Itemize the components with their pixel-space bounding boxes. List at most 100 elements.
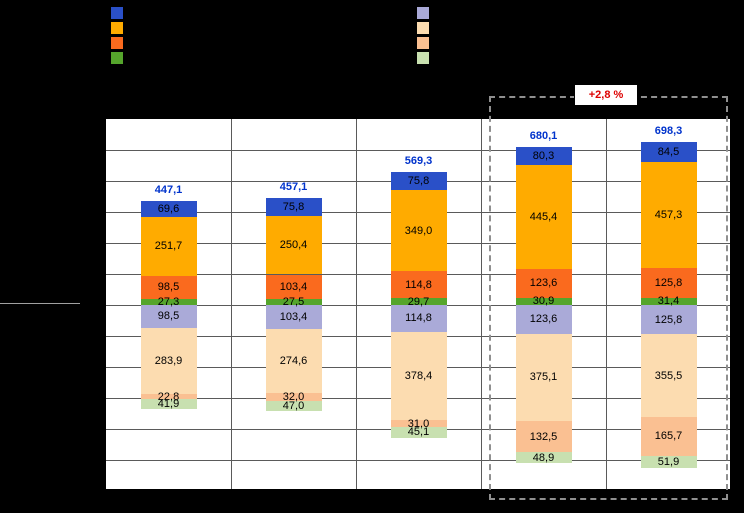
legend-swatch-blue [111,7,123,19]
bar-segment-label: 123,6 [529,313,558,326]
legend-lower-group [417,7,429,67]
gridline-horizontal [106,150,730,151]
bar-segment-label: 69,6 [157,202,180,215]
bar-segment [640,142,697,162]
legend-swatch-red-orange [111,37,123,49]
legend-swatch-light-green [417,52,429,64]
growth-annotation: +2,8 % [574,84,638,106]
bar-segment [515,421,572,453]
bar-segment [140,275,197,299]
highlight-box [489,96,728,500]
bar-segment [640,455,697,468]
bar-segment-label: 75,8 [282,201,305,214]
bar-segment-label: 165,7 [654,430,683,443]
bar-segment [390,419,447,428]
bar-segment [140,327,197,395]
bar-segment [265,393,322,401]
legend-swatch-peach [417,22,429,34]
bar-total-label: 447,1 [154,183,183,196]
growth-label: +2,8 % [588,89,624,101]
legend-swatch-green [111,52,123,64]
bar-total-label: 680,1 [529,129,558,142]
gridline-vertical [356,119,357,489]
bar-segment-label: 445,4 [529,211,558,224]
bar-segment-label: 103,4 [279,280,308,293]
bar-segment [265,400,322,412]
bar-segment-label: 45,1 [407,426,430,439]
bar-segment-label: 29,7 [407,295,430,308]
gridline-horizontal [106,460,730,461]
bar-segment-label: 125,8 [654,277,683,290]
bar-segment-label: 103,4 [279,311,308,324]
legend-swatch-amber [111,22,123,34]
bar-segment [515,146,572,166]
bar-segment-label: 32,0 [282,390,305,403]
bar-segment [140,305,197,328]
bar-segment [140,298,197,305]
bar-segment [390,305,447,332]
bar-total-label: 698,3 [654,125,683,138]
bar-segment [390,427,447,438]
bar-segment [140,200,197,218]
bar-segment-label: 378,4 [404,369,433,382]
bar-segment-label: 250,4 [279,239,308,252]
bar-segment [140,394,197,400]
bar-segment-label: 30,9 [532,295,555,308]
bar-segment-label: 457,3 [654,209,683,222]
bar-segment [640,334,697,418]
bar-segment-label: 80,3 [532,149,555,162]
bar-segment [640,161,697,269]
bar-segment [515,297,572,305]
bar-segment [140,399,197,410]
bar-segment [390,331,447,420]
bar-total-label: 569,3 [404,155,433,168]
bar-segment [265,198,322,217]
plot-area: 27,3 98,5 251,7 69,6 98,5 283,9 22,8 41,9 447,1 2… [105,118,731,490]
bar-segment-label: 31,0 [407,417,430,430]
bar-segment [265,298,322,305]
gridline-vertical [231,119,232,489]
bar-segment-label: 98,5 [157,281,180,294]
bar-segment [390,271,447,299]
bar-segment [640,417,697,456]
bar-segment [515,333,572,422]
bar-segment [140,217,197,276]
bar-segment-label: 123,6 [529,277,558,290]
bar-segment [515,165,572,269]
bar-segment [390,190,447,272]
bar-segment [515,305,572,334]
gridline-vertical [606,119,607,489]
bar-segment-label: 48,9 [532,451,555,464]
legend-upper-group [111,7,123,67]
bar-segment [265,305,322,330]
bar-segment [265,329,322,394]
bar-segment-label: 355,5 [654,369,683,382]
bar-segment-label: 27,5 [282,295,305,308]
bar-segment [390,298,447,305]
bar-segment [390,172,447,190]
bar-segment [640,305,697,335]
bar-segment-label: 274,6 [279,355,308,368]
bar-segment-label: 22,8 [157,390,180,403]
bar-total-label: 457,1 [279,181,308,194]
bar-segment [640,297,697,305]
bar-segment-label: 125,8 [654,313,683,326]
bar-segment-label: 349,0 [404,224,433,237]
bar-segment-label: 31,4 [657,295,680,308]
bar-segment-label: 114,8 [405,312,432,325]
bar-segment-label: 375,1 [529,371,558,384]
bar-segment [640,268,697,298]
bar-segment-label: 132,5 [529,430,558,443]
axis-zero-line [0,303,80,304]
bar-segment-label: 27,3 [157,295,180,308]
gridline-vertical [481,119,482,489]
bar-segment [265,274,322,299]
bar-segment-label: 47,0 [282,400,305,412]
bar-segment-label: 114,8 [405,278,432,291]
bar-segment [515,452,572,464]
bar-segment [515,269,572,298]
bar-segment-label: 84,5 [657,145,680,158]
bar-segment-label: 98,5 [157,310,180,323]
bar-segment [265,216,322,275]
bar-segment-label: 75,8 [407,175,430,188]
